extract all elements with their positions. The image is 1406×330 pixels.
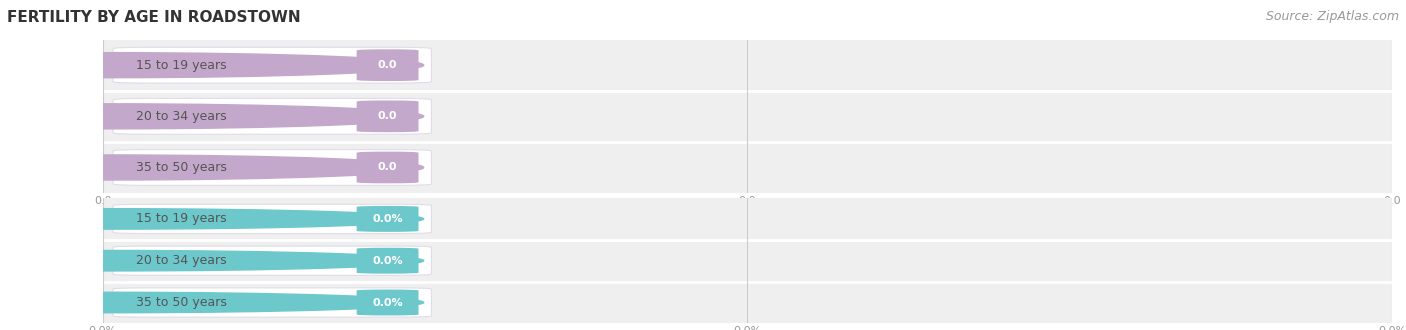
FancyBboxPatch shape	[357, 248, 419, 274]
Circle shape	[0, 209, 423, 229]
FancyBboxPatch shape	[357, 100, 419, 132]
Bar	[103, 198, 1392, 240]
FancyBboxPatch shape	[112, 246, 432, 275]
Text: 0.0%: 0.0%	[373, 298, 404, 308]
Bar	[103, 40, 1392, 91]
Circle shape	[0, 292, 423, 313]
Text: 15 to 19 years: 15 to 19 years	[136, 59, 226, 72]
Circle shape	[0, 104, 423, 129]
FancyBboxPatch shape	[357, 151, 419, 183]
Text: 15 to 19 years: 15 to 19 years	[136, 213, 226, 225]
Text: 20 to 34 years: 20 to 34 years	[136, 110, 226, 123]
Circle shape	[0, 250, 423, 271]
FancyBboxPatch shape	[112, 204, 432, 234]
FancyBboxPatch shape	[112, 47, 432, 83]
Circle shape	[0, 155, 423, 180]
Text: 35 to 50 years: 35 to 50 years	[136, 161, 226, 174]
FancyBboxPatch shape	[357, 206, 419, 232]
Text: 0.0: 0.0	[378, 111, 398, 121]
Text: 0.0: 0.0	[378, 162, 398, 173]
Text: 35 to 50 years: 35 to 50 years	[136, 296, 226, 309]
FancyBboxPatch shape	[357, 49, 419, 81]
Text: 0.0%: 0.0%	[373, 214, 404, 224]
Bar	[103, 142, 1392, 193]
Circle shape	[0, 53, 423, 78]
Bar	[103, 91, 1392, 142]
Text: Source: ZipAtlas.com: Source: ZipAtlas.com	[1265, 10, 1399, 23]
FancyBboxPatch shape	[112, 288, 432, 317]
Text: FERTILITY BY AGE IN ROADSTOWN: FERTILITY BY AGE IN ROADSTOWN	[7, 10, 301, 25]
Text: 0.0: 0.0	[378, 60, 398, 70]
Bar	[103, 240, 1392, 281]
Bar	[103, 281, 1392, 323]
FancyBboxPatch shape	[357, 289, 419, 315]
FancyBboxPatch shape	[112, 98, 432, 134]
FancyBboxPatch shape	[112, 149, 432, 185]
Text: 0.0%: 0.0%	[373, 256, 404, 266]
Text: 20 to 34 years: 20 to 34 years	[136, 254, 226, 267]
